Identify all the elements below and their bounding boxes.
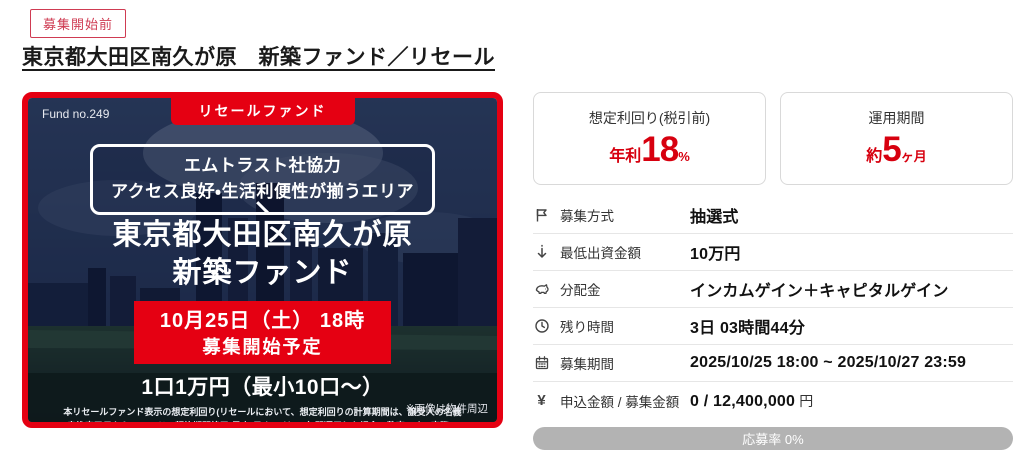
expected-yield-box: 想定利回り(税引前) 年利18%	[533, 92, 766, 185]
fund-card-title-line-2: 新築ファンド	[172, 256, 353, 289]
row-offer-method: 募集方式 抽選式	[533, 197, 1013, 234]
stat-boxes: 想定利回り(税引前) 年利18% 運用期間 約5ヶ月	[533, 92, 1013, 185]
expected-yield-label: 想定利回り(税引前)	[588, 110, 711, 126]
piggy-bank-icon	[533, 281, 550, 298]
status-badge: 募集開始前	[30, 9, 127, 38]
operation-period-box: 運用期間 約5ヶ月	[780, 92, 1013, 185]
main-content: Fund no.249 リセールファンド エムトラスト社協力 アクセス良好・生活…	[22, 92, 1013, 450]
bubble-line-2: アクセス良好・生活利便性が揃うエリア	[111, 181, 414, 201]
unit-price: 1口1万円（最小10口〜）	[141, 376, 384, 400]
fund-card-overlay: リセールファンド エムトラスト社協力 アクセス良好・生活利便性が揃うエリア 東京…	[28, 98, 497, 422]
fund-detail-list: 募集方式 抽選式 最低出資金額 10万円 分配金 インカムゲイン＋キャピタルゲイ…	[533, 197, 1013, 419]
yield-disclaimer: 本リセールファンド表示の想定利回り(リセールにおいて、想定利回りの計算期間は、譲…	[63, 407, 462, 428]
bubble-line-1: エムトラスト社協力	[183, 156, 342, 175]
fund-hero-image: Fund no.249 リセールファンド エムトラスト社協力 アクセス良好・生活…	[22, 92, 503, 428]
application-rate-progress-bar: 応募率 0%	[533, 427, 1013, 450]
photo-dark-overlay	[28, 98, 497, 422]
image-note: ※画像は物件周辺	[405, 403, 488, 415]
start-date-banner: 10月25日（土） 18時 募集開始予定	[133, 301, 392, 365]
operation-period-value: 約5ヶ月	[866, 130, 927, 169]
fund-number: Fund no.249	[42, 107, 110, 121]
resale-fund-ribbon: リセールファンド	[170, 98, 355, 125]
applied-amount-value: 0 / 12,400,000 円	[690, 392, 814, 410]
expected-yield-value: 年利18%	[609, 130, 690, 169]
fund-card-title-line-1: 東京都大田区南久が原	[112, 219, 413, 251]
operation-period-label: 運用期間	[868, 110, 925, 126]
fund-card-title: 東京都大田区南久が原 新築ファンド	[112, 217, 412, 292]
fund-info-panel: 想定利回り(税引前) 年利18% 運用期間 約5ヶ月	[533, 92, 1013, 450]
row-offer-period: 募集期間 2025/10/25 18:00 ~ 2025/10/27 23:59	[533, 345, 1013, 382]
start-date-note: 募集開始予定	[202, 337, 323, 358]
row-time-remaining: 残り時間 3日 03時間44分	[533, 308, 1013, 345]
row-distribution: 分配金 インカムゲイン＋キャピタルゲイン	[533, 271, 1013, 308]
calendar-icon	[533, 355, 550, 372]
feature-speech-bubble: エムトラスト社協力 アクセス良好・生活利便性が揃うエリア	[90, 144, 435, 215]
flag-icon	[533, 207, 550, 224]
clock-icon	[533, 318, 550, 335]
row-applied-amount: ¥ 申込金額 / 募集金額 0 / 12,400,000 円	[533, 382, 1013, 419]
page-title: 東京都大田区南久が原 新築ファンド／リセール	[22, 46, 495, 69]
row-min-investment: 最低出資金額 10万円	[533, 234, 1013, 271]
start-date: 10月25日（土） 18時	[159, 310, 366, 333]
down-arrow-icon	[533, 244, 550, 261]
yen-icon: ¥	[537, 392, 546, 409]
